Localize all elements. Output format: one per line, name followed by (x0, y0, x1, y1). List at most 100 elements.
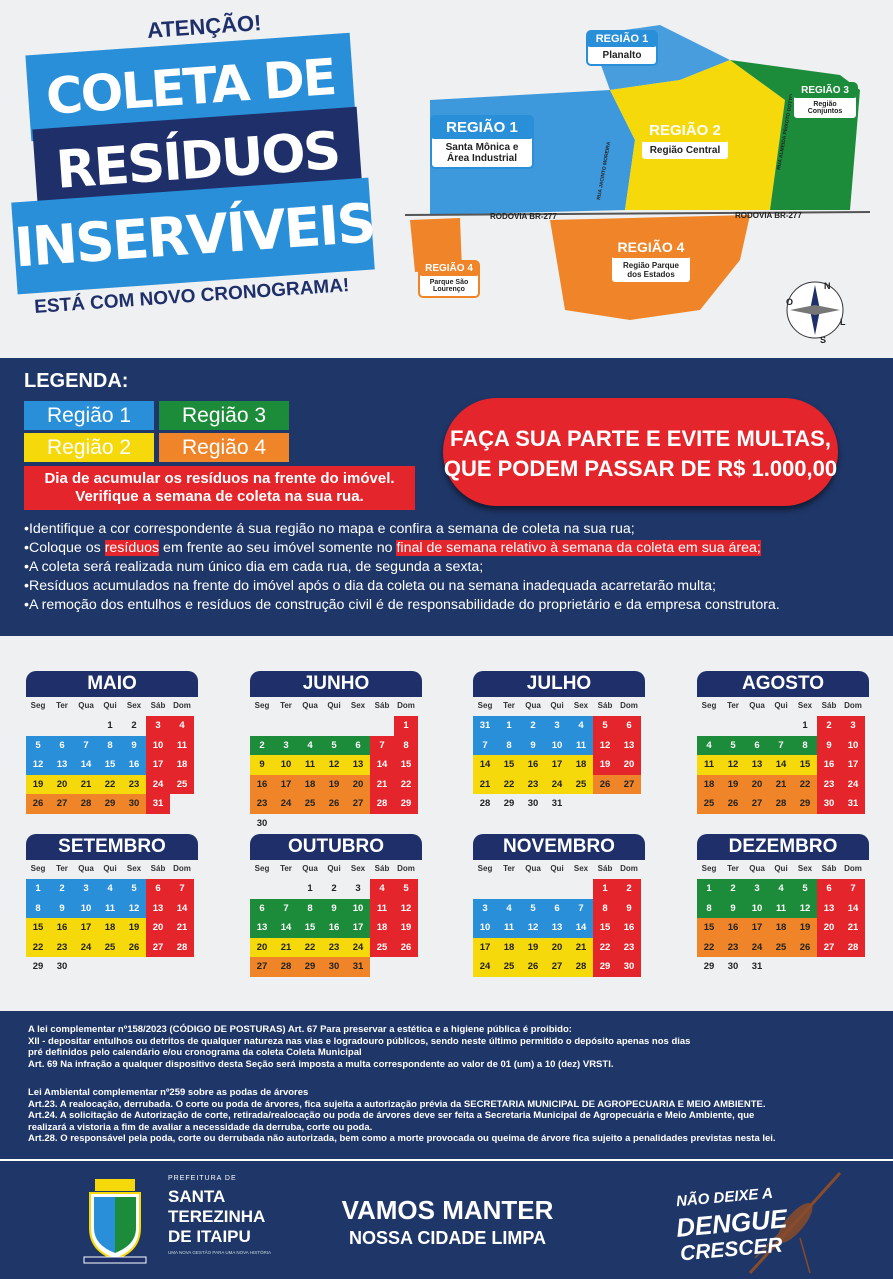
day-cell: 22 (793, 774, 817, 794)
day-cell: 17 (274, 774, 298, 794)
day-cell: 23 (322, 937, 346, 957)
day-cell: 25 (497, 957, 521, 977)
day-cell: 28 (170, 937, 194, 957)
weekday-label: Dom (620, 701, 638, 710)
weekday-header: Seg Ter Qua Qui Sex Sáb Dom (697, 699, 869, 713)
day-cell: 19 (521, 937, 545, 957)
day-cell: 5 (593, 716, 617, 736)
day-cell: 25 (569, 774, 593, 794)
weekday-label: Seg (701, 864, 717, 873)
weekday-label: Ter (56, 864, 68, 873)
legend-region-1: Região 1 (24, 401, 154, 430)
day-cell: 18 (98, 918, 122, 938)
weekday-label: Sáb (150, 864, 166, 873)
day-cell (370, 814, 394, 834)
day-cell: 14 (370, 755, 394, 775)
weekday-label: Ter (727, 701, 739, 710)
day-cell: 25 (769, 937, 793, 957)
day-cell (274, 716, 298, 736)
day-cell: 27 (50, 794, 74, 814)
legend-red-note: Dia de acumular os resíduos na frente do… (24, 466, 415, 510)
week-row: 15 16 17 18 19 20 21 (26, 918, 198, 938)
day-cell: 30 (727, 961, 739, 972)
day-cell (769, 957, 793, 977)
day-cell: 12 (521, 918, 545, 938)
day-cell: 23 (617, 937, 641, 957)
day-cell: 12 (394, 898, 418, 918)
day-cell: 18 (298, 774, 322, 794)
day-cell (346, 716, 370, 736)
week-row: 9 10 11 12 13 14 15 (250, 755, 422, 775)
month-maio: MAIO Seg Ter Qua Qui Sex Sáb Dom 1 2 3 4 5 6 7 8 9 10 11 12… (26, 671, 198, 814)
day-cell: 28 (479, 798, 491, 809)
day-cell: 18 (370, 918, 394, 938)
weekday-label: Seg (30, 864, 46, 873)
day-cell: 30 (617, 957, 641, 977)
weekday-label: Ter (727, 864, 739, 873)
day-cell: 4 (497, 898, 521, 918)
weekday-header: Seg Ter Qua Qui Sex Sáb Dom (697, 862, 869, 876)
day-cell (841, 957, 865, 977)
day-cell (769, 716, 793, 736)
day-cell: 30 (527, 798, 539, 809)
map-tag-region1: REGIÃO 1 Santa Mônica e Área Industrial (430, 115, 534, 169)
day-cell: 6 (346, 735, 370, 755)
week-row: 21 22 23 24 25 26 27 (473, 774, 645, 794)
day-cell: 29 (793, 794, 817, 814)
weekday-label: Ter (56, 701, 68, 710)
day-cell: 26 (593, 774, 617, 794)
day-cell (50, 716, 74, 736)
weekday-label: Sáb (374, 701, 390, 710)
week-row: 11 12 13 14 15 16 17 (697, 755, 869, 775)
day-cell: 3 (473, 898, 497, 918)
day-cell: 10 (146, 735, 170, 755)
day-cell: 16 (122, 755, 146, 775)
week-row: 8 9 10 11 12 13 14 (26, 898, 198, 918)
day-cell: 14 (74, 755, 98, 775)
day-cell (370, 957, 394, 977)
day-cell (617, 794, 641, 814)
map-tag-region4-sao-lourenco: REGIÃO 4 Parque São Lourenço (418, 260, 480, 298)
fine-warning: FAÇA SUA PARTE E EVITE MULTAS, QUE PODEM … (443, 398, 838, 506)
weekday-label: Sex (797, 864, 813, 873)
day-cell (545, 879, 569, 899)
month-dezembro: DEZEMBRO Seg Ter Qua Qui Sex Sáb Dom 1 2 3 4 5 6 7 8 9 10… (697, 834, 869, 977)
day-cell: 21 (569, 937, 593, 957)
day-cell: 13 (346, 755, 370, 775)
day-cell: 24 (545, 774, 569, 794)
day-cell: 20 (146, 918, 170, 938)
day-cell: 6 (745, 735, 769, 755)
weekday-label: Dom (397, 701, 415, 710)
weekday-label: Qua (302, 701, 318, 710)
day-cell: 13 (545, 918, 569, 938)
day-cell: 10 (473, 918, 497, 938)
map-tag-region1-top: REGIÃO 1 Planalto (586, 30, 658, 66)
svg-text:S: S (820, 335, 826, 345)
day-cell: 22 (26, 937, 50, 957)
day-cell: 20 (745, 774, 769, 794)
weekday-label: Qui (550, 864, 564, 873)
day-cell: 25 (370, 937, 394, 957)
day-cell: 2 (721, 879, 745, 899)
weekday-label: Sáb (597, 864, 613, 873)
week-row: 8 9 10 11 12 13 14 (697, 898, 869, 918)
day-cell: 13 (745, 755, 769, 775)
weekday-label: Dom (844, 701, 862, 710)
day-cell: 15 (593, 918, 617, 938)
day-cell (346, 814, 370, 834)
day-cell: 4 (298, 735, 322, 755)
weekday-label: Seg (701, 701, 717, 710)
day-cell: 28 (841, 937, 865, 957)
day-cell: 12 (721, 755, 745, 775)
day-cell: 12 (122, 898, 146, 918)
weekday-header: Seg Ter Qua Qui Sex Sáb Dom (473, 862, 645, 876)
day-cell (250, 879, 274, 899)
day-cell: 9 (250, 755, 274, 775)
day-cell: 11 (98, 898, 122, 918)
day-cell: 11 (697, 755, 721, 775)
day-cell: 3 (355, 883, 361, 894)
day-cell: 17 (473, 937, 497, 957)
legend-section: LEGENDA: Região 1 Região 3 Região 2 Regi… (0, 358, 893, 636)
day-cell (521, 879, 545, 899)
day-cell: 21 (769, 774, 793, 794)
